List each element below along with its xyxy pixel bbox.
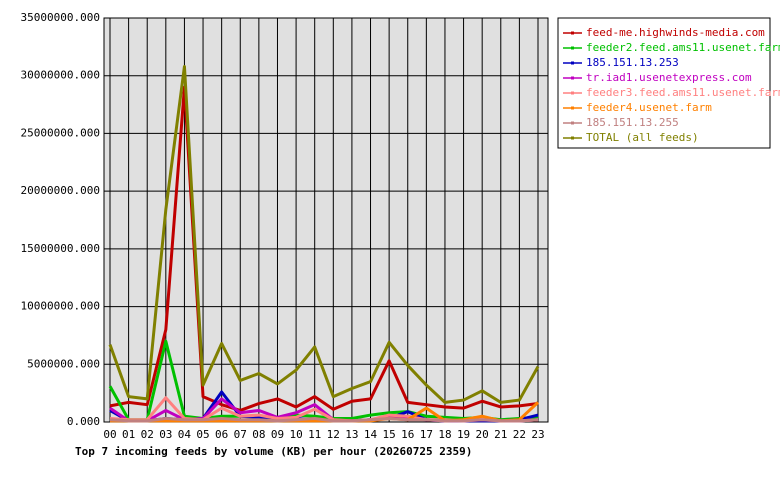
x-tick-label: 13 <box>345 428 358 441</box>
x-tick-label: 05 <box>196 428 209 441</box>
y-tick-label: 25000000.000 <box>21 126 100 139</box>
x-tick-label: 22 <box>513 428 526 441</box>
legend-label: 185.151.13.253 <box>586 56 679 69</box>
x-tick-label: 01 <box>122 428 135 441</box>
series-line <box>108 64 540 404</box>
legend-label: feeder3.feed.ams11.usenet.farm <box>586 86 780 99</box>
legend-label: feed-me.highwinds-media.com <box>586 26 765 39</box>
x-tick-label: 10 <box>289 428 302 441</box>
x-tick-label: 14 <box>364 428 378 441</box>
x-tick-label: 18 <box>438 428 451 441</box>
x-tick-label: 02 <box>141 428 154 441</box>
x-tick-label: 03 <box>159 428 172 441</box>
x-tick-label: 07 <box>234 428 247 441</box>
series-line <box>109 85 539 412</box>
y-tick-label: 5000000.000 <box>27 357 100 370</box>
y-tick-label: 0.000 <box>67 415 100 428</box>
legend-label: feeder2.feed.ams11.usenet.farm <box>586 41 780 54</box>
x-tick-label: 04 <box>178 428 192 441</box>
legend-dot <box>571 91 574 95</box>
legend-dot <box>571 76 574 80</box>
legend-label: TOTAL (all feeds) <box>586 131 699 144</box>
y-tick-label: 20000000.000 <box>21 184 100 197</box>
legend-dot <box>571 121 574 125</box>
plot-area <box>104 18 548 422</box>
legend-dot <box>571 136 574 140</box>
legend-label: feeder4.usenet.farm <box>586 101 712 114</box>
series-line <box>109 417 539 423</box>
legend-box <box>557 17 771 149</box>
legend-dot <box>571 61 574 65</box>
x-tick-label: 15 <box>383 428 396 441</box>
x-tick-label: 23 <box>531 428 544 441</box>
x-tick-label: 21 <box>494 428 507 441</box>
x-tick-label: 17 <box>420 428 433 441</box>
x-tick-label: 20 <box>476 428 489 441</box>
y-tick-label: 15000000.000 <box>21 242 100 255</box>
legend-label: 185.151.13.255 <box>586 116 679 129</box>
x-tick-label: 11 <box>308 428 321 441</box>
y-tick-label: 35000000.000 <box>21 11 100 24</box>
legend-dot <box>571 106 574 110</box>
legend-dot <box>571 46 574 50</box>
x-tick-label: 16 <box>401 428 414 441</box>
x-tick-label: 12 <box>327 428 340 441</box>
chart-title: Top 7 incoming feeds by volume (KB) per … <box>75 445 472 458</box>
x-tick-label: 00 <box>103 428 116 441</box>
y-tick-label: 30000000.000 <box>21 69 100 82</box>
x-tick-label: 06 <box>215 428 228 441</box>
x-tick-label: 08 <box>252 428 265 441</box>
x-tick-label: 19 <box>457 428 470 441</box>
y-tick-label: 10000000.000 <box>21 300 100 313</box>
legend-label: tr.iad1.usenetexpress.com <box>586 71 752 84</box>
x-tick-label: 09 <box>271 428 284 441</box>
legend-dot <box>571 31 574 35</box>
